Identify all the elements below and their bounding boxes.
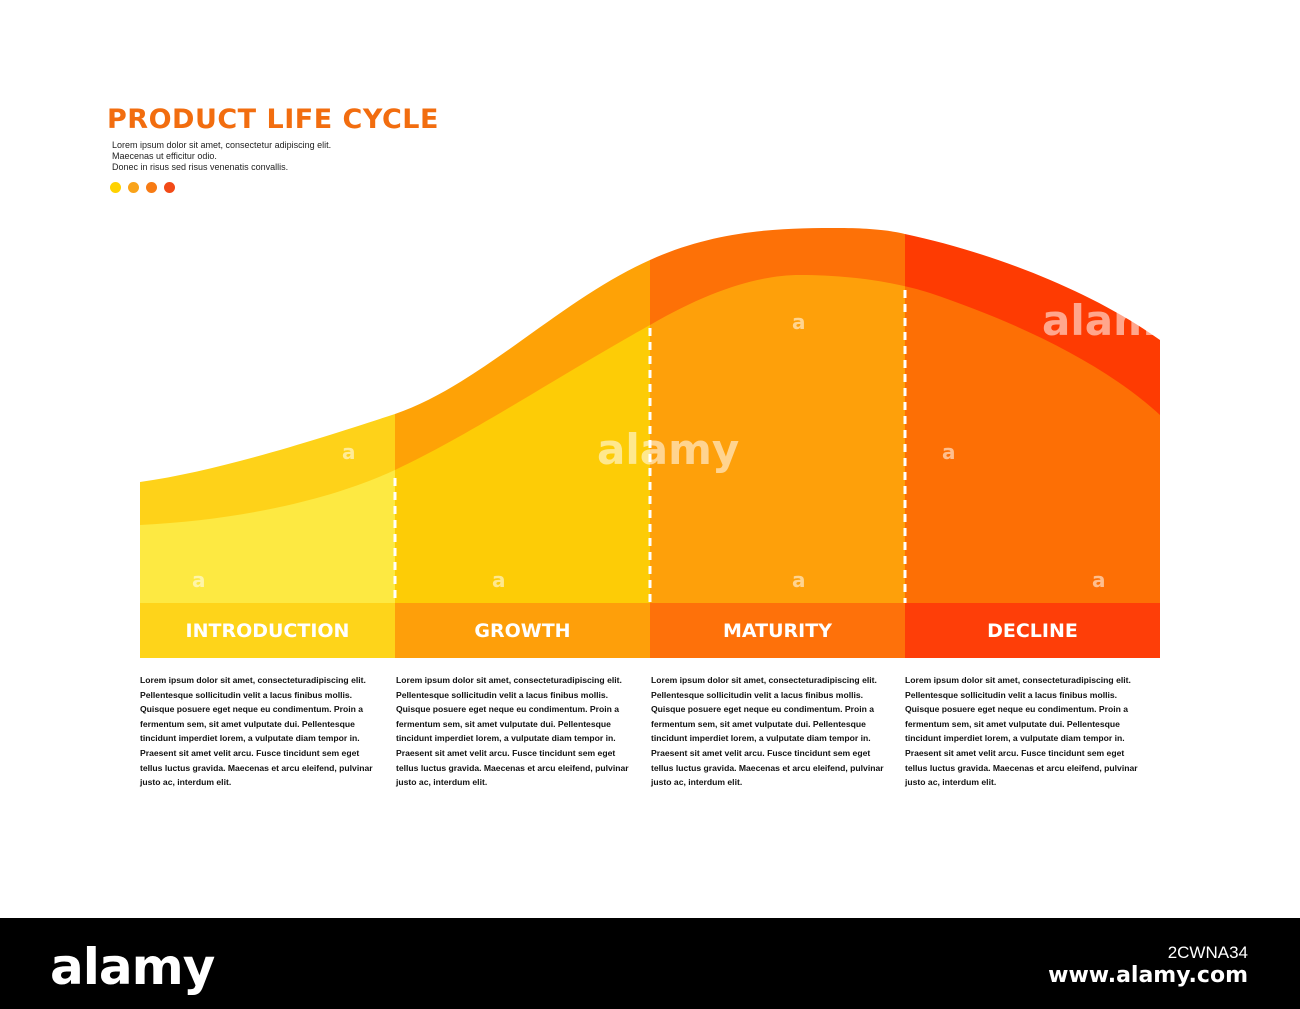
color-dot xyxy=(110,182,121,193)
watermark-letter: a xyxy=(192,568,206,592)
watermark-letter: a xyxy=(792,568,806,592)
stage-label-introduction: INTRODUCTION xyxy=(185,619,350,642)
stage-fill-introduction xyxy=(140,275,395,603)
color-dot xyxy=(164,182,175,193)
watermark-letter: a xyxy=(492,568,506,592)
watermark-letter: a xyxy=(792,310,806,334)
page-title: PRODUCT LIFE CYCLE xyxy=(107,104,439,135)
subtitle-line: Maecenas ut efficitur odio. xyxy=(112,151,217,161)
subtitle: Lorem ipsum dolor sit amet, consectetur … xyxy=(112,140,331,173)
stage-description-decline: Lorem ipsum dolor sit amet, consectetura… xyxy=(905,675,1138,788)
stage-fill-maturity xyxy=(650,275,905,603)
color-dots xyxy=(110,182,175,193)
footer-logo: alamy xyxy=(50,938,215,996)
stage-label-decline: DECLINE xyxy=(987,619,1078,642)
image-id: 2CWNA34 xyxy=(1167,943,1248,962)
watermark-letter: a xyxy=(942,440,956,464)
stage-label-bg xyxy=(905,603,1160,658)
stage-description-growth: Lorem ipsum dolor sit amet, consectetura… xyxy=(396,675,629,788)
footer-url: www.alamy.com xyxy=(1048,963,1248,988)
stage-label-bg xyxy=(395,603,650,658)
watermark-letter: a xyxy=(342,440,356,464)
stage-label-bg xyxy=(650,603,905,658)
color-dot xyxy=(146,182,157,193)
watermark-letter: a xyxy=(1092,568,1106,592)
watermark-logo: alamy xyxy=(597,425,740,474)
subtitle-line: Lorem ipsum dolor sit amet, consectetur … xyxy=(112,140,332,150)
stage-label-maturity: MATURITY xyxy=(723,619,832,642)
subtitle-line: Donec in risus sed risus venenatis conva… xyxy=(112,162,289,172)
color-dot xyxy=(128,182,139,193)
watermark-logo: alamy xyxy=(1042,296,1185,345)
stage-label-growth: GROWTH xyxy=(474,619,571,642)
footer-bar xyxy=(0,918,1300,1009)
stage-label-bg xyxy=(140,603,395,658)
stage-description-maturity: Lorem ipsum dolor sit amet, consectetura… xyxy=(651,675,884,788)
stage-description-introduction: Lorem ipsum dolor sit amet, consectetura… xyxy=(140,675,373,788)
